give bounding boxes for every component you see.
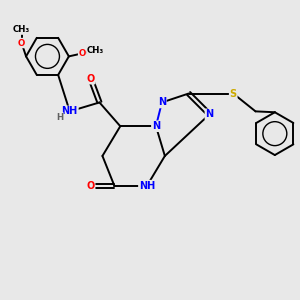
- Text: O: O: [18, 38, 25, 47]
- Text: N: N: [158, 98, 166, 107]
- Text: O: O: [79, 49, 86, 58]
- Text: NH: NH: [61, 106, 78, 116]
- Text: CH₃: CH₃: [13, 25, 30, 34]
- Text: O: O: [86, 181, 95, 191]
- Text: CH₃: CH₃: [87, 46, 104, 55]
- Text: N: N: [152, 121, 160, 131]
- Text: O: O: [86, 74, 95, 84]
- Text: S: S: [230, 88, 237, 98]
- Text: H: H: [56, 113, 63, 122]
- Text: NH: NH: [139, 181, 155, 191]
- Text: N: N: [206, 109, 214, 119]
